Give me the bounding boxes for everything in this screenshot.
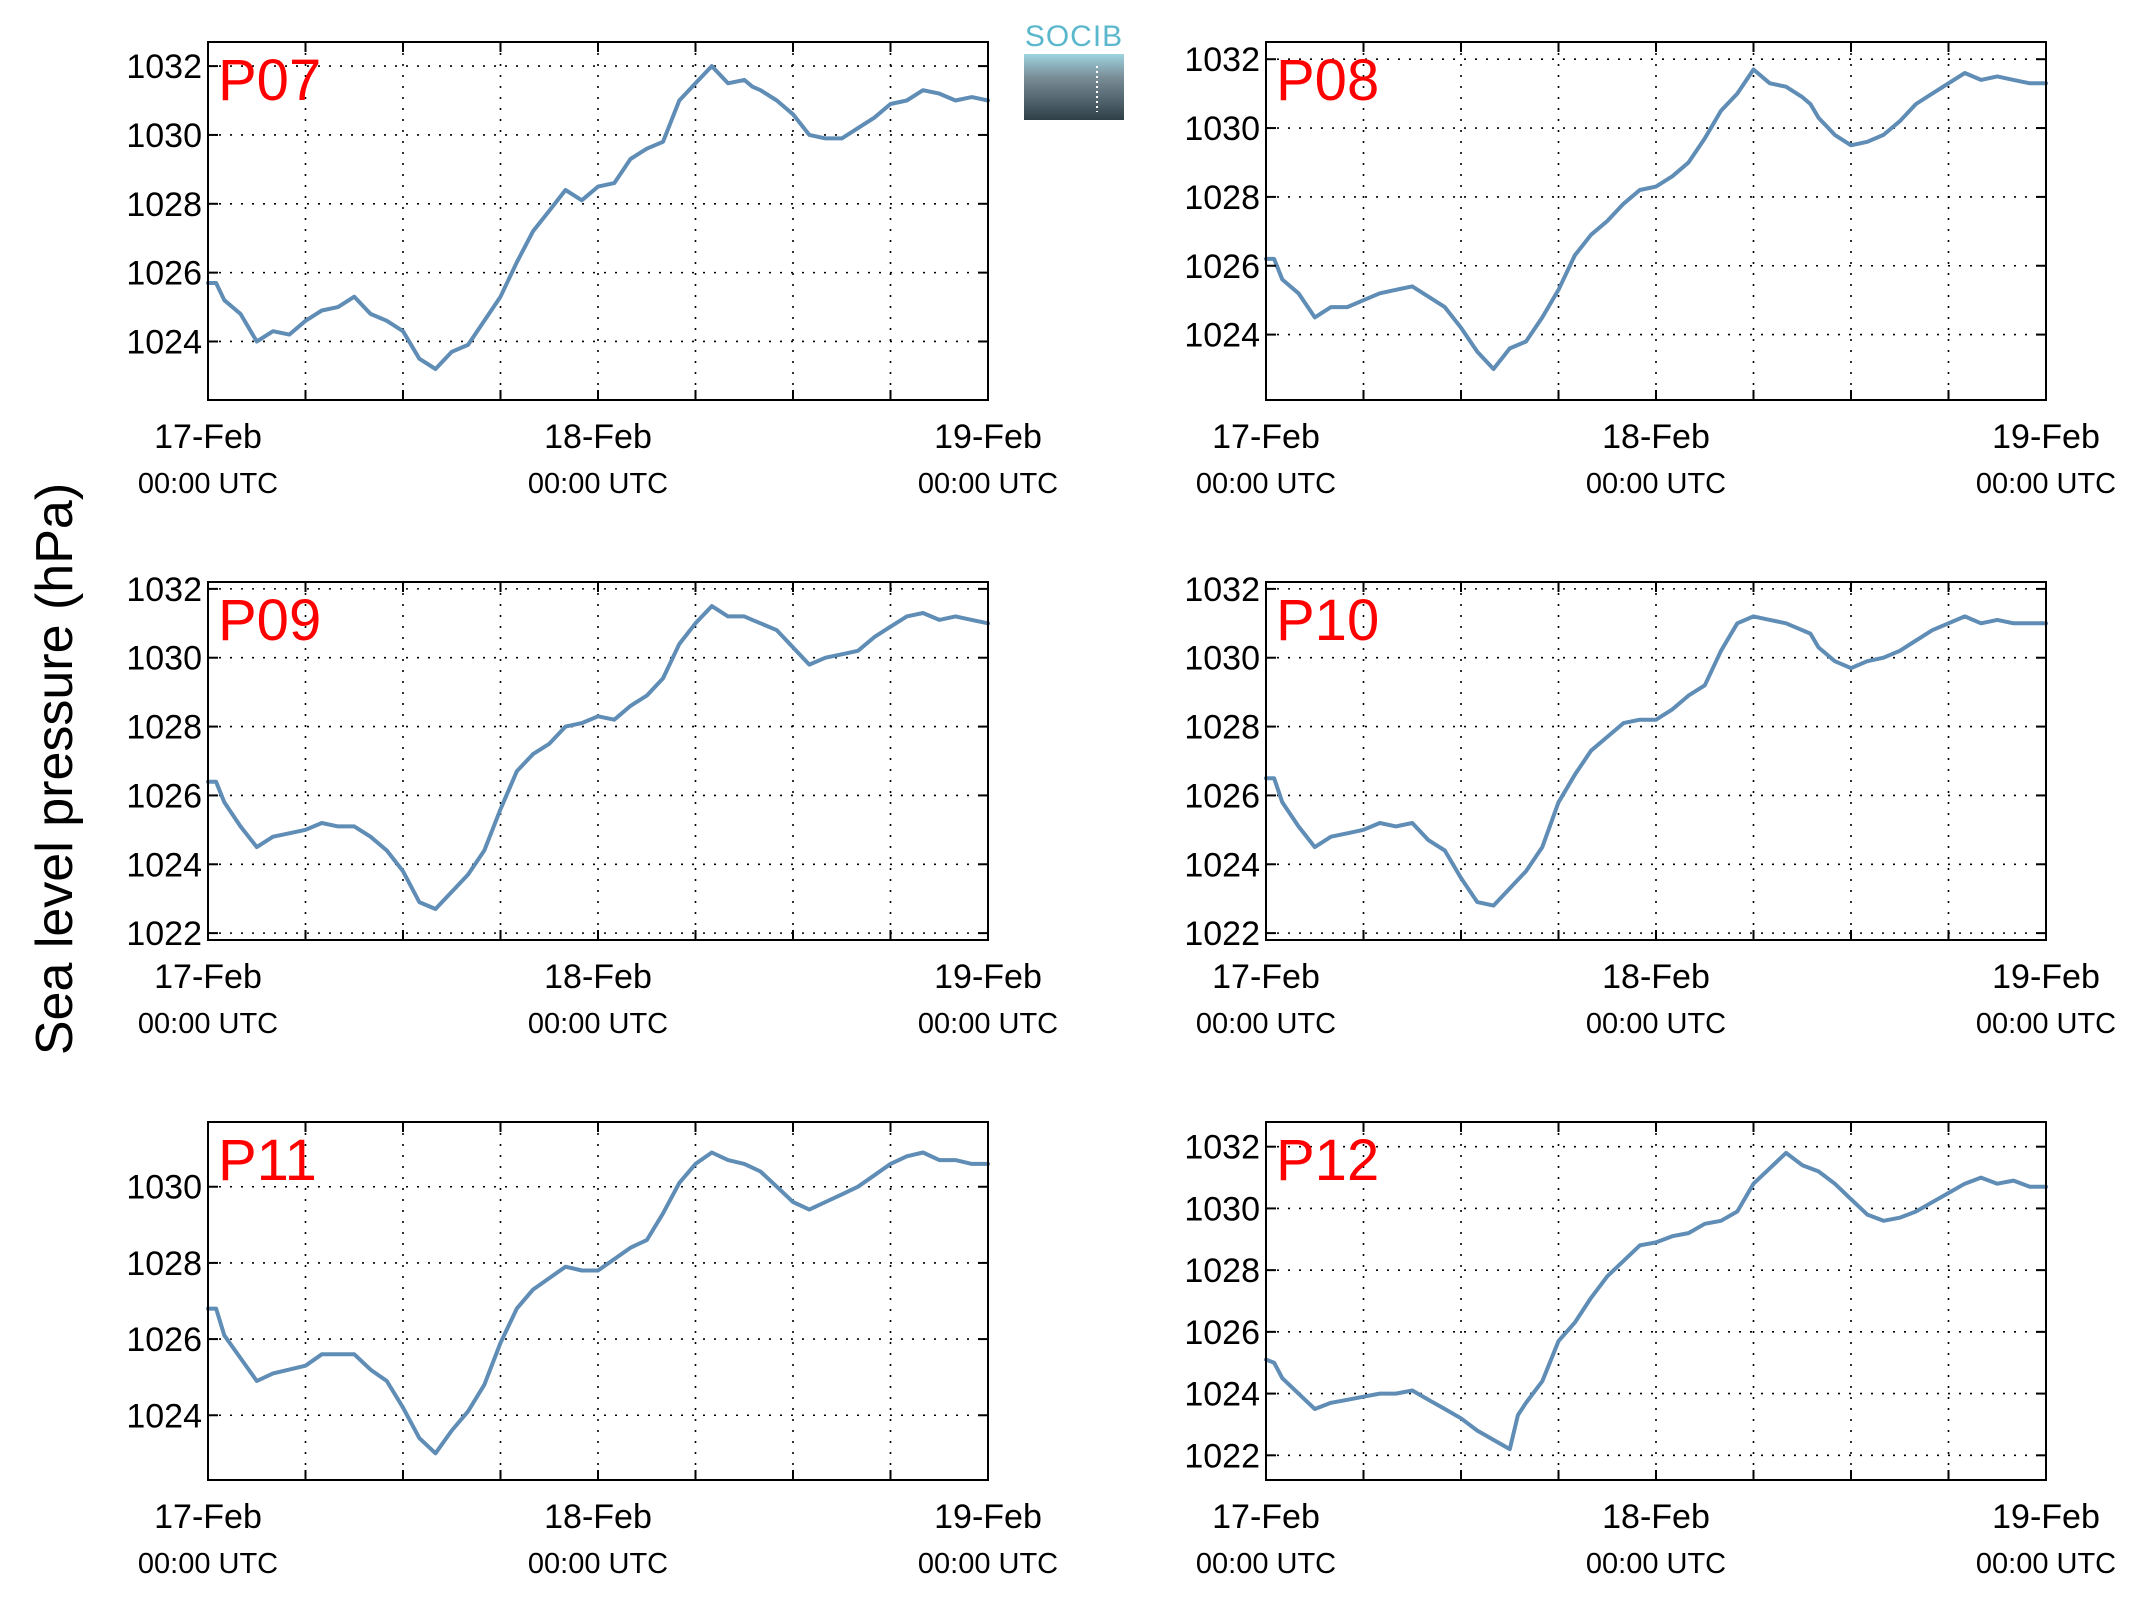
- x-tick-label: 19-Feb: [1992, 1498, 2100, 1536]
- logo-block: [1024, 54, 1124, 120]
- panel-title: P09: [218, 588, 321, 653]
- x-tick-label: 19-Feb: [1992, 418, 2100, 456]
- x-tick-sublabel: 00:00 UTC: [918, 1548, 1058, 1580]
- plot-frame: [207, 1121, 989, 1481]
- series-line-p09: [206, 604, 990, 911]
- x-tick-sublabel: 00:00 UTC: [528, 468, 668, 500]
- y-tick-label: 1022: [1184, 915, 1260, 953]
- series-line-p08: [1264, 67, 2048, 371]
- y-tick-label: 1022: [1184, 1437, 1260, 1475]
- y-tick-label: 1028: [1184, 179, 1260, 217]
- panel-title: P07: [218, 48, 321, 113]
- socib-logo: SOCIB: [1024, 20, 1124, 120]
- x-tick-label: 18-Feb: [1602, 1498, 1710, 1536]
- x-tick-sublabel: 00:00 UTC: [1976, 1548, 2116, 1580]
- plot-frame: [1265, 1121, 2047, 1481]
- y-tick-label: 1026: [126, 255, 202, 293]
- y-axis-label: Sea level pressure (hPa): [26, 483, 84, 1055]
- x-tick-sublabel: 00:00 UTC: [1586, 1548, 1726, 1580]
- y-tick-label: 1024: [1184, 846, 1260, 884]
- x-tick-label: 19-Feb: [1992, 958, 2100, 996]
- panel-p07: 1024 1026 1028 1030 1032 17-Feb 00:00 UTC 18-Fe…: [126, 41, 1058, 500]
- panels: 1024 1026 1028 1030 1032 17-Feb 00:00 UTC 18-Fe…: [126, 41, 2116, 1580]
- x-tick-sublabel: 00:00 UTC: [138, 1548, 278, 1580]
- y-tick-label: 1024: [126, 846, 202, 884]
- x-tick-label: 17-Feb: [154, 418, 262, 456]
- y-tick-label: 1028: [126, 1245, 202, 1283]
- x-tick-sublabel: 00:00 UTC: [1196, 1008, 1336, 1040]
- y-tick-label: 1026: [1184, 1314, 1260, 1352]
- series-line-p12: [1264, 1150, 2048, 1452]
- x-tick-label: 18-Feb: [1602, 958, 1710, 996]
- x-tick-label: 18-Feb: [1602, 418, 1710, 456]
- plot-frame: [207, 581, 989, 941]
- y-tick-label: 1026: [1184, 777, 1260, 815]
- y-tick-label: 1030: [1184, 640, 1260, 678]
- y-tick-label: 1028: [1184, 1252, 1260, 1290]
- y-tick-label: 1030: [1184, 1190, 1260, 1228]
- x-tick-sublabel: 00:00 UTC: [528, 1008, 668, 1040]
- x-tick-sublabel: 00:00 UTC: [528, 1548, 668, 1580]
- panel-p09: 1022 1024 1026 1028 1030 1032 17-Feb 00:00 UTC 1…: [126, 571, 1058, 1040]
- x-tick-sublabel: 00:00 UTC: [1976, 1008, 2116, 1040]
- y-tick-label: 1024: [1184, 317, 1260, 355]
- panel-p12: 1022 1024 1026 1028 1030 1032 17-Feb 00:00 UTC 1…: [1184, 1121, 2116, 1580]
- x-tick-label: 17-Feb: [1212, 418, 1320, 456]
- y-tick-label: 1030: [1184, 110, 1260, 148]
- series-line-p10: [1264, 614, 2048, 908]
- panel-title: P08: [1276, 48, 1379, 113]
- x-tick-sublabel: 00:00 UTC: [918, 1008, 1058, 1040]
- y-tick-label: 1026: [1184, 248, 1260, 286]
- y-tick-label: 1032: [1184, 571, 1260, 609]
- x-tick-sublabel: 00:00 UTC: [1196, 468, 1336, 500]
- x-tick-sublabel: 00:00 UTC: [1586, 468, 1726, 500]
- y-tick-label: 1032: [1184, 1129, 1260, 1167]
- logo-text: SOCIB: [1025, 20, 1123, 53]
- x-tick-label: 17-Feb: [154, 958, 262, 996]
- x-tick-sublabel: 00:00 UTC: [1196, 1548, 1336, 1580]
- x-tick-sublabel: 00:00 UTC: [138, 1008, 278, 1040]
- y-tick-label: 1030: [126, 117, 202, 155]
- y-tick-label: 1024: [126, 1397, 202, 1435]
- series-line-p07: [206, 64, 990, 371]
- panel-title: P10: [1276, 588, 1379, 653]
- panel-title: P11: [218, 1128, 317, 1193]
- plot-frame: [207, 41, 989, 401]
- x-tick-label: 17-Feb: [154, 1498, 262, 1536]
- x-tick-label: 18-Feb: [544, 1498, 652, 1536]
- x-tick-label: 19-Feb: [934, 1498, 1042, 1536]
- y-tick-label: 1032: [126, 571, 202, 609]
- x-tick-label: 18-Feb: [544, 958, 652, 996]
- panel-p10: 1022 1024 1026 1028 1030 1032 17-Feb 00:00 UTC 1…: [1184, 571, 2116, 1040]
- y-tick-label: 1030: [126, 640, 202, 678]
- panel-p11: 1024 1026 1028 1030 17-Feb 00:00 UTC 18-Feb 00:…: [126, 1121, 1058, 1580]
- x-tick-sublabel: 00:00 UTC: [1976, 468, 2116, 500]
- plot-frame: [1265, 41, 2047, 401]
- x-tick-sublabel: 00:00 UTC: [138, 468, 278, 500]
- plot-frame: [1265, 581, 2047, 941]
- y-tick-label: 1024: [1184, 1376, 1260, 1414]
- x-tick-label: 17-Feb: [1212, 958, 1320, 996]
- y-tick-label: 1026: [126, 777, 202, 815]
- panel-p08: 1024 1026 1028 1030 1032 17-Feb 00:00 UTC 18-Fe…: [1184, 41, 2116, 500]
- series-line-p11: [206, 1150, 990, 1456]
- x-tick-label: 18-Feb: [544, 418, 652, 456]
- y-tick-label: 1026: [126, 1321, 202, 1359]
- y-tick-label: 1028: [126, 186, 202, 224]
- x-tick-label: 19-Feb: [934, 418, 1042, 456]
- y-tick-label: 1028: [1184, 709, 1260, 747]
- y-tick-label: 1024: [126, 323, 202, 361]
- panel-title: P12: [1276, 1128, 1379, 1193]
- x-tick-sublabel: 00:00 UTC: [918, 468, 1058, 500]
- x-tick-label: 17-Feb: [1212, 1498, 1320, 1536]
- x-tick-sublabel: 00:00 UTC: [1586, 1008, 1726, 1040]
- y-tick-label: 1028: [126, 709, 202, 747]
- y-tick-label: 1022: [126, 915, 202, 953]
- y-tick-label: 1032: [126, 48, 202, 86]
- y-tick-label: 1032: [1184, 41, 1260, 79]
- y-tick-label: 1030: [126, 1169, 202, 1207]
- x-tick-label: 19-Feb: [934, 958, 1042, 996]
